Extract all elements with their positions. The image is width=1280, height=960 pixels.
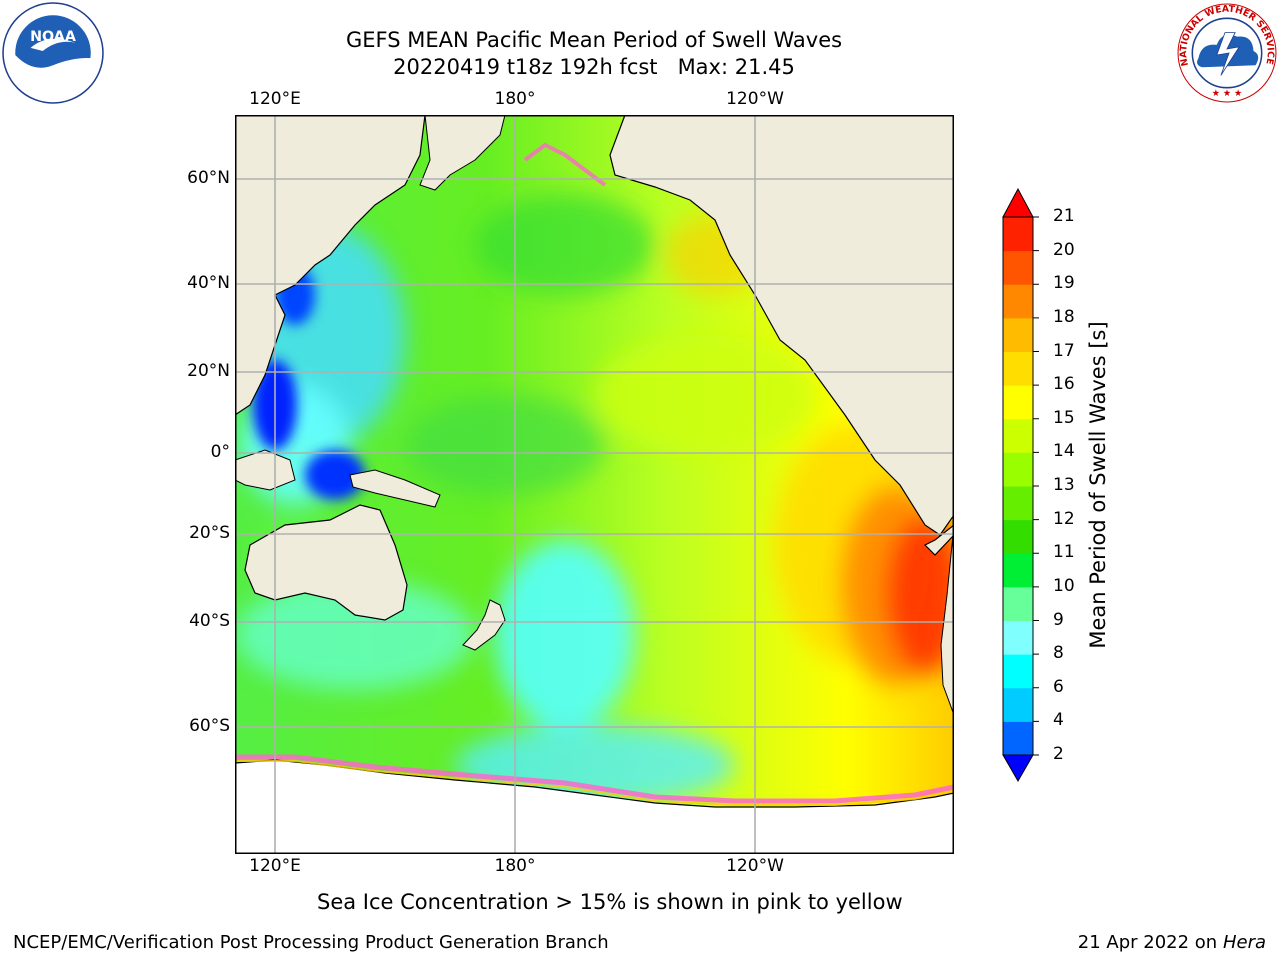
lat-label-0: 0°: [150, 442, 230, 462]
colorbar-segment: [1003, 318, 1033, 352]
colorbar-segment: [1003, 452, 1033, 486]
footer-date: 21 Apr 2022 on Hera: [1078, 932, 1266, 953]
lon-label-top-180: 180°: [495, 89, 536, 109]
lon-label-bottom-180: 180°: [495, 856, 536, 876]
colorbar-tick-label: 17: [1053, 341, 1075, 361]
colorbar-tick-label: 12: [1053, 509, 1075, 529]
colorbar-segment: [1003, 486, 1033, 520]
lat-label-20s: 20°S: [150, 523, 230, 543]
colorbar-tick-label: 20: [1053, 240, 1075, 260]
chart-title: GEFS MEAN Pacific Mean Period of Swell W…: [0, 27, 1188, 53]
colorbar-segment: [1003, 284, 1033, 318]
footer-credit: NCEP/EMC/Verification Post Processing Pr…: [13, 932, 609, 953]
colorbar-segment: [1003, 352, 1033, 386]
lat-label-60s: 60°S: [150, 716, 230, 736]
colorbar-segment: [1003, 553, 1033, 587]
lat-label-40n: 40°N: [150, 273, 230, 293]
colorbar-tick-label: 6: [1053, 677, 1064, 697]
colorbar-tick-label: 2: [1053, 744, 1064, 764]
lon-label-top-120w: 120°W: [726, 89, 784, 109]
lon-label-bottom-120w: 120°W: [726, 856, 784, 876]
colorbar-segment: [1003, 520, 1033, 554]
colorbar: [995, 185, 1055, 785]
colorbar-segment: [1003, 654, 1033, 688]
nws-logo: NATIONAL WEATHER SERVICE ★ ★ ★: [1176, 2, 1278, 104]
colorbar-title: Mean Period of Swell Waves [s]: [1086, 321, 1110, 648]
colorbar-segment: [1003, 688, 1033, 722]
colorbar-tick-label: 9: [1053, 610, 1064, 630]
colorbar-tick-label: 11: [1053, 542, 1075, 562]
lat-label-60n: 60°N: [150, 168, 230, 188]
wave-period-map: [235, 115, 954, 854]
lon-label-bottom-120e: 120°E: [249, 856, 301, 876]
colorbar-segment: [1003, 587, 1033, 621]
colorbar-segment: [1003, 251, 1033, 285]
colorbar-tick-label: 10: [1053, 576, 1075, 596]
lat-label-40s: 40°S: [150, 611, 230, 631]
footer-machine: Hera: [1223, 932, 1266, 953]
colorbar-extend-max: [1003, 189, 1033, 217]
noaa-logo: NOAA: [2, 2, 104, 104]
chart-subtitle: 20220419 t18z 192h fcst Max: 21.45: [0, 54, 1188, 80]
colorbar-segment: [1003, 217, 1033, 251]
colorbar-tick-label: 13: [1053, 475, 1075, 495]
colorbar-tick-label: 4: [1053, 710, 1064, 730]
colorbar-segment: [1003, 419, 1033, 453]
lat-label-20n: 20°N: [150, 361, 230, 381]
colorbar-tick-label: 14: [1053, 441, 1075, 461]
colorbar-segment: [1003, 621, 1033, 655]
lon-label-top-120e: 120°E: [249, 89, 301, 109]
colorbar-segment: [1003, 721, 1033, 755]
colorbar-tick-label: 16: [1053, 374, 1075, 394]
colorbar-extend-min: [1003, 755, 1033, 781]
colorbar-tick-label: 15: [1053, 408, 1075, 428]
sea-ice-note: Sea Ice Concentration > 15% is shown in …: [317, 890, 903, 914]
nws-stars-icon: ★ ★ ★: [1212, 88, 1243, 99]
colorbar-tick-label: 19: [1053, 273, 1075, 293]
colorbar-tick-label: 8: [1053, 643, 1064, 663]
colorbar-tick-label: 21: [1053, 206, 1075, 226]
colorbar-segment: [1003, 385, 1033, 419]
footer-date-text: 21 Apr 2022 on: [1078, 932, 1223, 953]
colorbar-tick-label: 18: [1053, 307, 1075, 327]
